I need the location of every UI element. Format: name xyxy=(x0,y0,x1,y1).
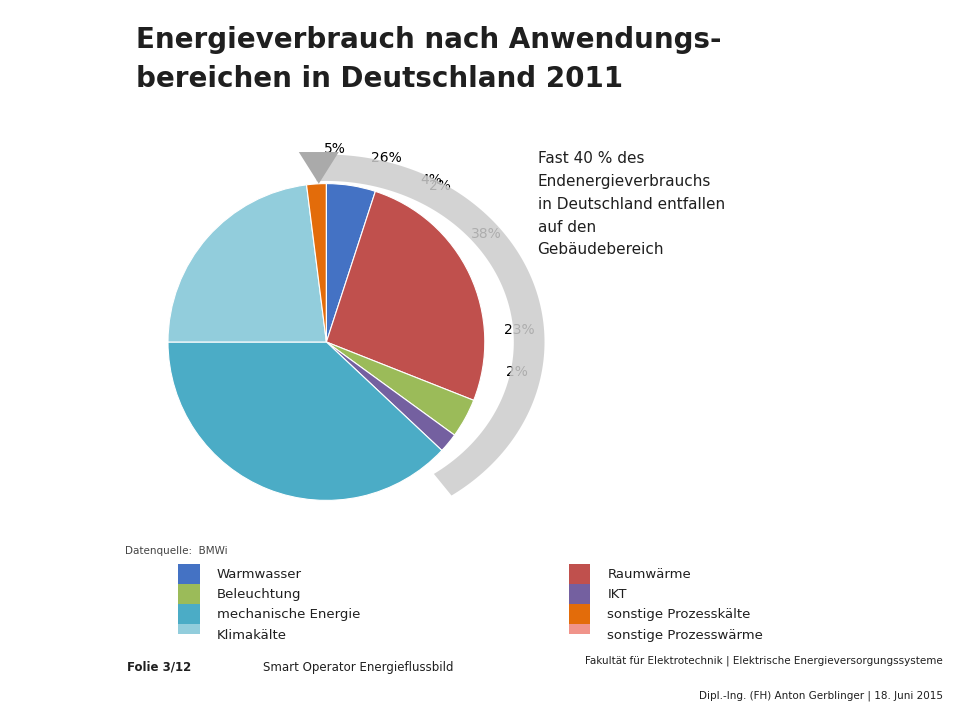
Text: 2%: 2% xyxy=(506,365,528,379)
Text: 26%: 26% xyxy=(371,151,401,165)
Text: 38%: 38% xyxy=(471,227,502,241)
Text: Energieverbrauch nach Anwendungs-
bereichen in Deutschland 2011: Energieverbrauch nach Anwendungs- bereic… xyxy=(136,26,721,93)
Text: Fakultät für Elektrotechnik | Elektrische Energieversorgungssysteme: Fakultät für Elektrotechnik | Elektrisch… xyxy=(586,655,943,666)
Text: Datenquelle:  BMWi: Datenquelle: BMWi xyxy=(125,546,228,556)
Text: sonstige Prozesswärme: sonstige Prozesswärme xyxy=(608,629,763,642)
Text: Methodik: Methodik xyxy=(31,355,80,365)
Wedge shape xyxy=(326,342,473,435)
Text: 2%: 2% xyxy=(429,179,451,193)
Wedge shape xyxy=(326,342,454,451)
Text: mechanische Energie: mechanische Energie xyxy=(217,608,360,621)
Text: Ergebnisse: Ergebnisse xyxy=(27,485,84,495)
Wedge shape xyxy=(326,184,375,342)
Wedge shape xyxy=(168,342,442,500)
Text: Folie 3/12: Folie 3/12 xyxy=(128,661,192,674)
Polygon shape xyxy=(315,155,544,495)
Bar xyxy=(569,564,590,585)
Text: Smart Operator Energieflussbild: Smart Operator Energieflussbild xyxy=(263,661,454,674)
Text: Beleuchtung: Beleuchtung xyxy=(217,588,301,601)
Bar xyxy=(569,584,590,606)
Text: 5%: 5% xyxy=(324,142,346,156)
Text: Klimakälte: Klimakälte xyxy=(217,629,287,642)
Text: 4%: 4% xyxy=(420,173,443,187)
Text: Agenda:: Agenda: xyxy=(31,89,80,99)
Text: IKT: IKT xyxy=(608,588,627,601)
Bar xyxy=(179,624,200,646)
Bar xyxy=(569,624,590,646)
Wedge shape xyxy=(306,184,326,342)
Text: Dipl.-Ing. (FH) Anton Gerblinger | 18. Juni 2015: Dipl.-Ing. (FH) Anton Gerblinger | 18. J… xyxy=(699,691,943,701)
Text: 23%: 23% xyxy=(504,323,535,337)
Polygon shape xyxy=(299,152,339,184)
Bar xyxy=(569,604,590,626)
Text: Ausgangslage: Ausgangslage xyxy=(18,225,92,235)
Wedge shape xyxy=(326,192,485,400)
Bar xyxy=(179,564,200,585)
Wedge shape xyxy=(168,185,326,342)
Text: Warmwasser: Warmwasser xyxy=(217,568,301,581)
Text: Raumwärme: Raumwärme xyxy=(608,568,691,581)
Bar xyxy=(179,584,200,606)
Bar xyxy=(179,604,200,626)
Text: sonstige Prozesskälte: sonstige Prozesskälte xyxy=(608,608,751,621)
Text: Fast 40 % des
Endenergieverbrauchs
in Deutschland entfallen
auf den
Gebäudeberei: Fast 40 % des Endenergieverbrauchs in De… xyxy=(538,151,725,257)
